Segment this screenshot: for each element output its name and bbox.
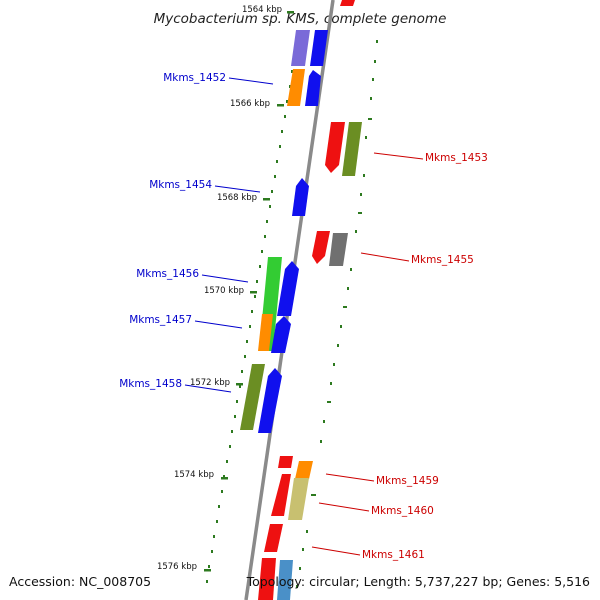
gene-block: [277, 560, 293, 600]
gene-block: [264, 524, 283, 552]
kbp-label: 1568 kbp: [217, 193, 257, 203]
kbp-label: 1564 kbp: [242, 5, 282, 15]
gene-arrow: [258, 368, 282, 433]
gene-label-mkms-1453: Mkms_1453: [425, 152, 488, 164]
gene-arrow: [271, 316, 291, 353]
gene-block: [291, 30, 310, 66]
outer-scale-dots: [296, 40, 378, 588]
gene-block: [310, 30, 328, 66]
kbp-label: 1574 kbp: [174, 470, 214, 480]
kbp-label: 1566 kbp: [230, 99, 270, 109]
major-ticks: [204, 11, 294, 572]
right-gene-labels: Mkms_1453 Mkms_1455 Mkms_1459 Mkms_1460 …: [311, 152, 488, 561]
gene-block: [329, 233, 348, 266]
gene-block: [288, 478, 309, 520]
left-gene-labels: Mkms_1452 Mkms_1454 Mkms_1456 Mkms_1457 …: [119, 72, 274, 393]
kbp-label: 1570 kbp: [204, 286, 244, 296]
gene-arrow: [292, 178, 309, 216]
gene-label-mkms-1456: Mkms_1456: [136, 268, 199, 280]
gene-label-mkms-1452: Mkms_1452: [163, 72, 226, 84]
right-strand-features: [288, 0, 362, 520]
gene-block: [295, 461, 313, 479]
gene-label-mkms-1457: Mkms_1457: [129, 314, 192, 326]
inner-scale-dots: [206, 40, 298, 583]
gene-block: [287, 69, 305, 106]
gene-block: [240, 364, 265, 430]
kbp-label: 1572 kbp: [190, 378, 230, 388]
gene-arrow: [271, 474, 291, 516]
gene-label-mkms-1460: Mkms_1460: [371, 505, 434, 517]
gene-label-mkms-1454: Mkms_1454: [149, 179, 212, 191]
gene-arrow: [312, 231, 330, 264]
gene-block: [258, 558, 276, 600]
gene-label-mkms-1459: Mkms_1459: [376, 475, 439, 487]
gene-label-mkms-1455: Mkms_1455: [411, 254, 474, 266]
gene-label-mkms-1458: Mkms_1458: [119, 378, 182, 390]
gene-arrow: [325, 122, 345, 173]
gene-block: [340, 0, 355, 6]
gene-label-mkms-1461: Mkms_1461: [362, 549, 425, 561]
gene-block: [342, 122, 362, 176]
left-strand-features: [240, 30, 328, 600]
map-title: Mycobacterium sp. KMS, complete genome: [154, 11, 447, 27]
gene-block: [258, 314, 273, 351]
accession-text: Accession: NC_008705: [9, 574, 151, 589]
gene-arrow: [277, 261, 299, 316]
topology-text: Topology: circular; Length: 5,737,227 bp…: [246, 574, 590, 589]
kbp-label: 1576 kbp: [157, 562, 197, 572]
gene-arrow: [305, 70, 321, 106]
gene-block: [278, 456, 293, 468]
